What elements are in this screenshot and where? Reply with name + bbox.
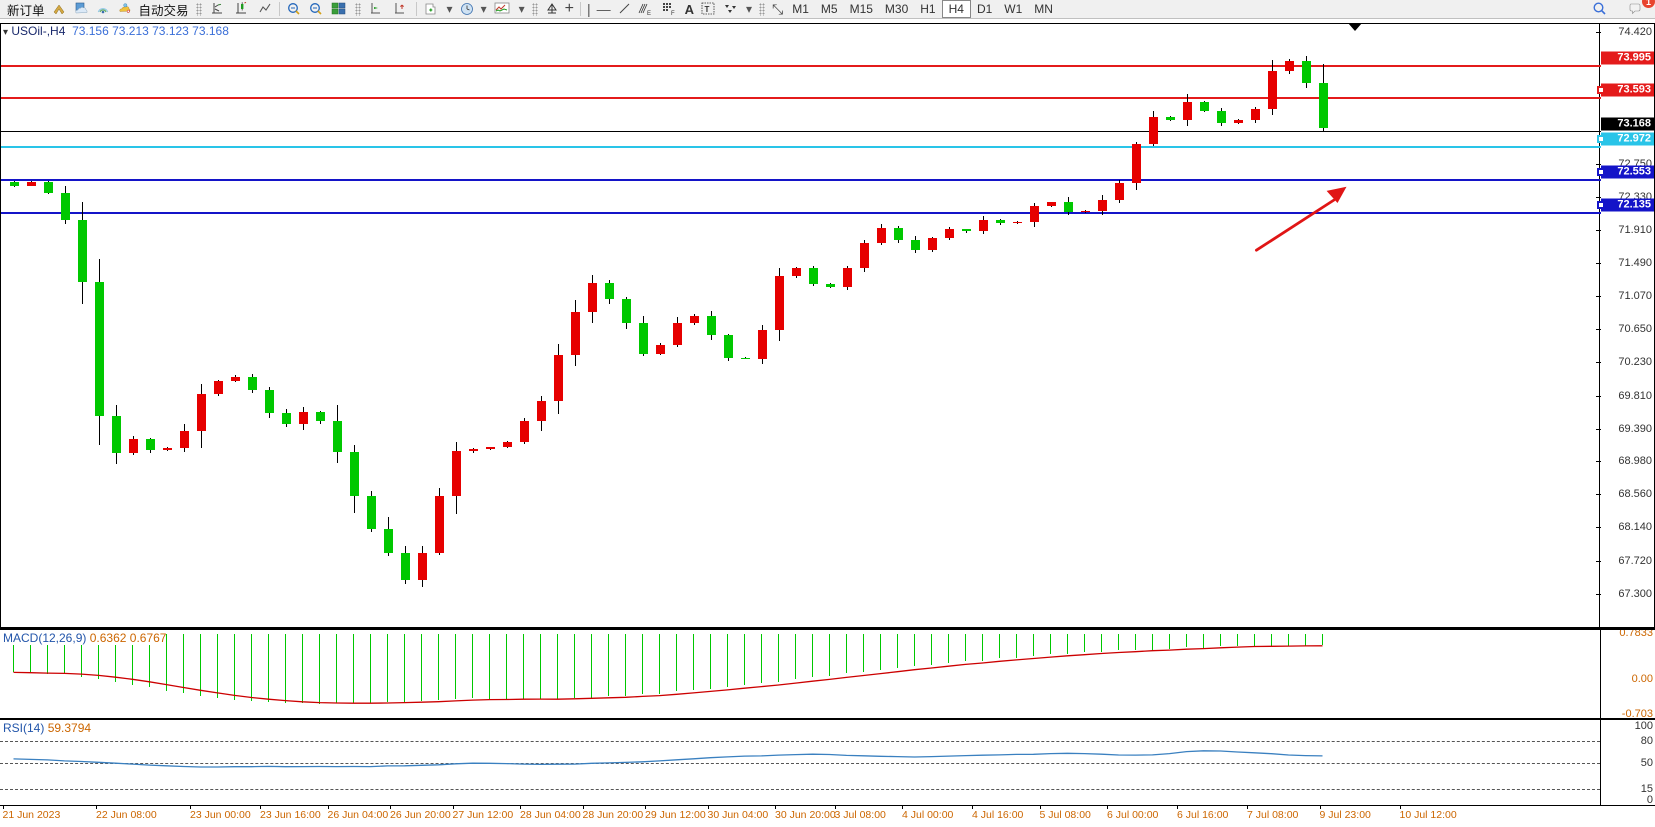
svg-text:F: F — [671, 11, 675, 17]
svg-text:E: E — [647, 11, 651, 17]
svg-text:T: T — [705, 5, 710, 14]
